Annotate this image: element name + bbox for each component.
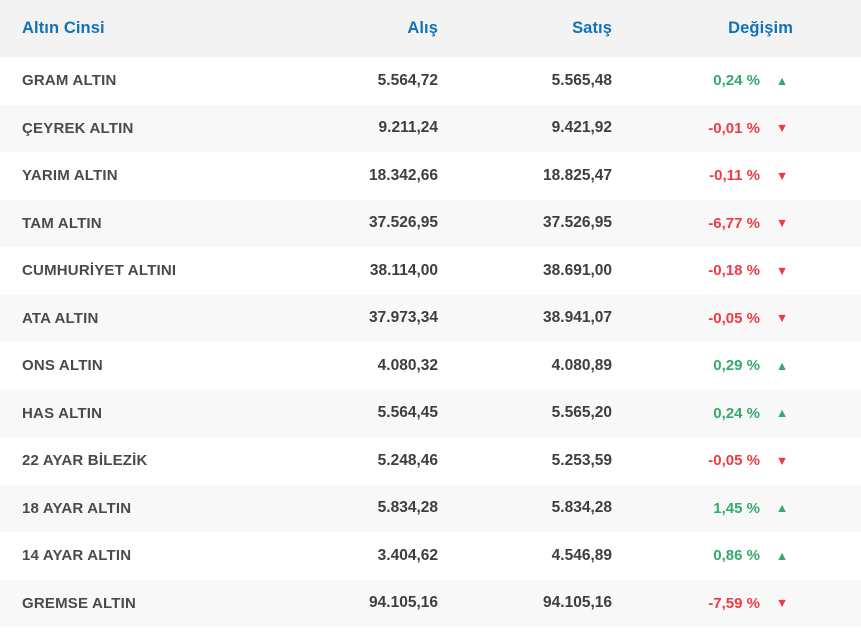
table-header-row: Altın Cinsi Alış Satış Değişim — [0, 0, 861, 57]
buy-price-cell: 5.564,45 — [377, 404, 438, 422]
buy-price-cell: 38.114,00 — [369, 261, 438, 279]
arrow-down-icon: ▼ — [775, 263, 789, 278]
arrow-up-icon: ▲ — [775, 501, 789, 515]
table-row[interactable]: 14 AYAR ALTIN 3.404,62 4.546,89 0,86 % ▲ — [0, 532, 861, 580]
gold-type-cell: 18 AYAR ALTIN — [22, 499, 132, 517]
header-buy: Alış — [407, 19, 438, 37]
table-row[interactable]: CUMHURİYET ALTINI 38.114,00 38.691,00 -0… — [0, 247, 861, 295]
table-row[interactable]: HAS ALTIN 5.564,45 5.565,20 0,24 % ▲ — [0, 389, 861, 437]
change-cell: -0,11 % ▼ — [612, 167, 861, 184]
table-row[interactable]: ÇEYREK ALTIN 9.211,24 9.421,92 -0,01 % ▼ — [0, 104, 861, 152]
change-cell: -7,59 % ▼ — [612, 595, 861, 612]
table-row[interactable]: YARIM ALTIN 18.342,66 18.825,47 -0,11 % … — [0, 152, 861, 200]
table-row[interactable]: TAM ALTIN 37.526,95 37.526,95 -6,77 % ▼ — [0, 199, 861, 247]
change-value: -7,59 % — [708, 594, 760, 612]
table-body: GRAM ALTIN 5.564,72 5.565,48 0,24 % ▲ ÇE… — [0, 57, 861, 627]
sell-price-cell: 9.421,92 — [551, 119, 612, 137]
buy-price-cell: 37.973,34 — [369, 309, 438, 327]
change-cell: -0,18 % ▼ — [612, 262, 861, 279]
arrow-down-icon: ▼ — [775, 168, 789, 183]
change-cell: -0,05 % ▼ — [612, 452, 861, 469]
change-cell: 0,24 % ▲ — [612, 72, 861, 89]
buy-price-cell: 18.342,66 — [369, 166, 438, 184]
arrow-down-icon: ▼ — [775, 121, 789, 135]
gold-type-cell: ONS ALTIN — [22, 357, 103, 375]
gold-type-cell: 14 AYAR ALTIN — [22, 547, 132, 565]
sell-price-cell: 94.105,16 — [543, 594, 612, 612]
header-gold-type: Altın Cinsi — [22, 19, 105, 37]
sell-price-cell: 38.691,00 — [543, 261, 612, 279]
buy-price-cell: 5.564,72 — [377, 71, 438, 89]
sell-price-cell: 4.080,89 — [551, 356, 612, 374]
change-value: -0,05 % — [708, 452, 760, 470]
arrow-up-icon: ▲ — [775, 406, 789, 420]
arrow-up-icon: ▲ — [775, 548, 789, 563]
arrow-down-icon: ▼ — [775, 453, 789, 468]
arrow-down-icon: ▼ — [775, 216, 789, 230]
buy-price-cell: 4.080,32 — [377, 356, 438, 374]
sell-price-cell: 5.565,20 — [551, 404, 612, 422]
change-cell: 1,45 % ▲ — [612, 500, 861, 517]
change-cell: -0,01 % ▼ — [612, 120, 861, 137]
gold-type-cell: 22 AYAR BİLEZİK — [22, 452, 148, 470]
sell-price-cell: 5.834,28 — [551, 499, 612, 517]
gold-type-cell: GRAM ALTIN — [22, 72, 117, 90]
buy-price-cell: 5.248,46 — [377, 451, 438, 469]
gold-type-cell: TAM ALTIN — [22, 214, 102, 232]
change-value: 0,24 % — [713, 404, 760, 422]
change-cell: -0,05 % ▼ — [612, 310, 861, 327]
change-value: 1,45 % — [713, 499, 760, 517]
change-cell: 0,29 % ▲ — [612, 357, 861, 374]
arrow-down-icon: ▼ — [775, 596, 789, 610]
change-value: 0,24 % — [713, 72, 760, 90]
buy-price-cell: 5.834,28 — [377, 499, 438, 517]
change-value: -0,11 % — [709, 167, 760, 185]
arrow-down-icon: ▼ — [775, 311, 789, 325]
change-value: -0,18 % — [708, 262, 760, 280]
gold-type-cell: GREMSE ALTIN — [22, 594, 137, 612]
change-value: 0,86 % — [713, 547, 760, 565]
gold-type-cell: ÇEYREK ALTIN — [22, 119, 134, 137]
gold-type-cell: HAS ALTIN — [22, 404, 103, 422]
table-row[interactable]: 22 AYAR BİLEZİK 5.248,46 5.253,59 -0,05 … — [0, 437, 861, 485]
table-row[interactable]: ATA ALTIN 37.973,34 38.941,07 -0,05 % ▼ — [0, 294, 861, 342]
header-change: Değişim — [728, 19, 793, 37]
sell-price-cell: 18.825,47 — [543, 166, 612, 184]
arrow-up-icon: ▲ — [775, 73, 789, 88]
table-row[interactable]: ONS ALTIN 4.080,32 4.080,89 0,29 % ▲ — [0, 342, 861, 390]
change-cell: 0,24 % ▲ — [612, 405, 861, 422]
gold-type-cell: ATA ALTIN — [22, 309, 99, 327]
sell-price-cell: 5.565,48 — [551, 71, 612, 89]
gold-type-cell: YARIM ALTIN — [22, 167, 118, 185]
table-row[interactable]: GREMSE ALTIN 94.105,16 94.105,16 -7,59 %… — [0, 579, 861, 627]
buy-price-cell: 37.526,95 — [369, 214, 438, 232]
arrow-up-icon: ▲ — [775, 358, 789, 373]
sell-price-cell: 37.526,95 — [543, 214, 612, 232]
change-cell: -6,77 % ▼ — [612, 215, 861, 232]
table-row[interactable]: 18 AYAR ALTIN 5.834,28 5.834,28 1,45 % ▲ — [0, 484, 861, 532]
change-value: -6,77 % — [708, 214, 760, 232]
header-sell: Satış — [572, 19, 612, 37]
buy-price-cell: 3.404,62 — [377, 546, 438, 564]
change-value: -0,01 % — [708, 119, 760, 137]
gold-type-cell: CUMHURİYET ALTINI — [22, 262, 177, 280]
change-value: -0,05 % — [708, 309, 760, 327]
sell-price-cell: 5.253,59 — [551, 451, 612, 469]
change-cell: 0,86 % ▲ — [612, 547, 861, 564]
buy-price-cell: 94.105,16 — [369, 594, 438, 612]
sell-price-cell: 38.941,07 — [543, 309, 612, 327]
sell-price-cell: 4.546,89 — [551, 546, 612, 564]
table-row[interactable]: GRAM ALTIN 5.564,72 5.565,48 0,24 % ▲ — [0, 57, 861, 105]
gold-prices-table: Altın Cinsi Alış Satış Değişim GRAM ALTI… — [0, 0, 861, 627]
buy-price-cell: 9.211,24 — [378, 119, 438, 137]
change-value: 0,29 % — [713, 357, 760, 375]
